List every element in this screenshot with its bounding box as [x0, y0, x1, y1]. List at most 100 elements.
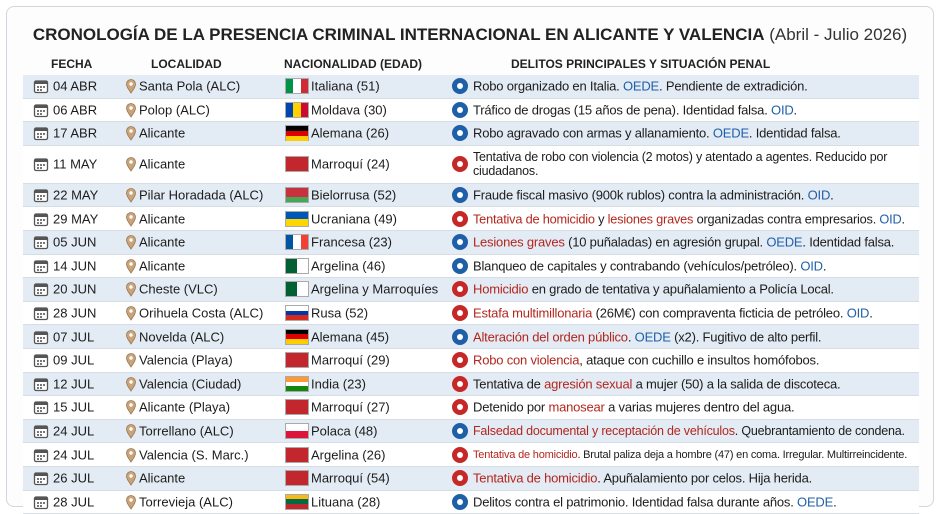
place: Alicante — [139, 126, 185, 141]
crime: Homicidio en grado de tentativa y apuñal… — [473, 282, 913, 297]
calendar-icon — [33, 125, 49, 141]
nationality: Marroquí (54) — [311, 471, 390, 486]
flag-stripe — [293, 103, 300, 117]
flag — [285, 494, 309, 510]
crime-text: OID — [879, 211, 901, 226]
flag — [285, 258, 309, 274]
calendar-icon — [33, 187, 49, 203]
crime-text: Tráfico de drogas (15 años de pena). Ide… — [473, 102, 771, 117]
crime-text: . Apuñalamiento por celos. Hija herida. — [597, 471, 812, 486]
flag-stripe — [286, 197, 308, 202]
crime-icon — [452, 102, 468, 118]
nationality: Francesa (23) — [311, 235, 392, 250]
crime-text: agresión sexual — [544, 376, 632, 391]
crime-text: OEDE — [623, 79, 659, 94]
crime: Detenido por manosear a varias mujeres d… — [473, 400, 913, 415]
crime-icon — [452, 494, 468, 510]
crime-text: Fraude fiscal masivo (900k rublos) contr… — [473, 188, 808, 203]
place: Polop (ALC) — [139, 102, 210, 117]
location-icon — [123, 125, 139, 141]
crime-text: Lesiones graves — [473, 235, 565, 250]
crime-text: Blanqueo de capitales y contrabando (veh… — [473, 258, 800, 273]
crime-icon — [452, 258, 468, 274]
flag-stripe — [286, 79, 293, 93]
calendar-icon — [33, 376, 49, 392]
crime: Robo agravado con armas y allanamiento. … — [473, 126, 913, 141]
title-main: CRONOLOGÍA DE LA PRESENCIA CRIMINAL INTE… — [33, 25, 765, 44]
crime-text: OID — [847, 306, 870, 321]
crime: Blanqueo de capitales y contrabando (veh… — [473, 258, 913, 273]
date: 24 JUL — [53, 424, 94, 439]
place: Pilar Horadada (ALC) — [139, 188, 263, 203]
flag-stripe — [293, 235, 300, 249]
location-icon — [123, 102, 139, 118]
date: 12 JUL — [53, 376, 94, 391]
calendar-icon — [33, 211, 49, 227]
calendar-icon — [33, 494, 49, 510]
crime-text: Detenido por — [473, 400, 548, 415]
flag-stripe — [301, 103, 308, 117]
nationality: Argelina y Marroquíes — [311, 282, 438, 297]
crime: Robo organizado en Italia. OEDE. Pendien… — [473, 79, 913, 94]
flag-stripe — [286, 315, 308, 320]
location-icon — [123, 447, 139, 463]
crime: Falsedad documental y receptación de veh… — [473, 424, 913, 438]
crime-text: OEDE — [766, 235, 802, 250]
crime-text: Tentativa de homicidio — [473, 449, 577, 461]
nationality: India (23) — [311, 376, 366, 391]
date: 17 ABR — [53, 126, 97, 141]
flag — [285, 399, 309, 415]
crime-icon — [452, 211, 468, 227]
date: 26 JUL — [53, 471, 94, 486]
crime-text: Tentativa de homicidio — [473, 471, 597, 486]
location-icon — [123, 156, 139, 172]
place: Alicante — [139, 235, 185, 250]
crime: Tráfico de drogas (15 años de pena). Ide… — [473, 102, 913, 117]
crime-text: lesiones graves — [608, 211, 694, 226]
nationality: Polaca (48) — [311, 424, 377, 439]
flag — [285, 376, 309, 392]
flag-stripe — [286, 235, 293, 249]
place: Valencia (Ciudad) — [139, 376, 241, 391]
place: Torrevieja (ALC) — [139, 494, 233, 509]
place: Valencia (S. Marc.) — [139, 447, 249, 462]
nationality: Argelina (26) — [311, 447, 385, 462]
crime-icon — [452, 78, 468, 94]
calendar-icon — [33, 156, 49, 172]
crime-text: . — [833, 494, 836, 509]
flag-stripe — [286, 259, 297, 273]
location-icon — [123, 494, 139, 510]
date: 11 MAY — [53, 157, 97, 172]
date: 14 JUN — [53, 258, 96, 273]
flag-stripe — [286, 424, 308, 431]
crime-text: . — [901, 211, 904, 226]
place: Valencia (Playa) — [139, 353, 233, 368]
place: Novelda (ALC) — [139, 329, 224, 344]
place: Alicante (Playa) — [139, 400, 230, 415]
flag-stripe — [286, 282, 297, 296]
crime-text: OID — [808, 188, 831, 203]
crime-text: , ataque con cuchillo e insultos homófob… — [579, 353, 819, 368]
crime-icon — [452, 423, 468, 439]
crime-text: . Quebrantamiento de condena. — [735, 424, 905, 438]
date: 07 JUL — [53, 329, 94, 344]
flag — [285, 187, 309, 203]
date: 24 JUL — [53, 447, 94, 462]
flag — [285, 234, 309, 250]
flag — [285, 470, 309, 486]
date: 15 JUL — [53, 400, 94, 415]
crime-text: (10 puñaladas) en agresión grupal. — [565, 235, 767, 250]
nationality: Marroquí (27) — [311, 400, 390, 415]
crime-text: a varias mujeres dentro del agua. — [605, 400, 795, 415]
